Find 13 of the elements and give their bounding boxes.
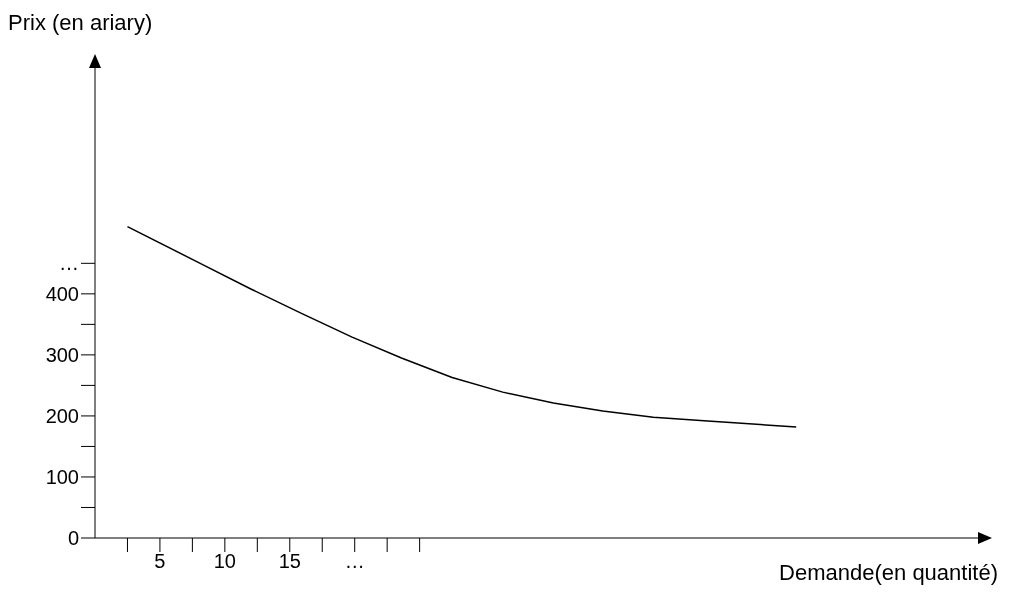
y-tick-label: 300 [45,343,79,366]
x-axis-title: Demande(en quantité) [779,560,998,586]
y-tick-label: 100 [45,466,79,489]
y-axis-title: Prix (en ariary) [8,10,153,36]
line-series [126,225,797,428]
x-tick-label: 10 [213,550,236,573]
y-tick-label: 0 [67,527,79,550]
y-tick-label: 400 [45,282,79,305]
x-tick-label: … [344,550,365,573]
x-tick-label: 15 [278,550,301,573]
x-tick-label: 5 [154,550,166,573]
y-tick-label: 200 [45,405,79,428]
y-tick-label: … [59,252,79,275]
